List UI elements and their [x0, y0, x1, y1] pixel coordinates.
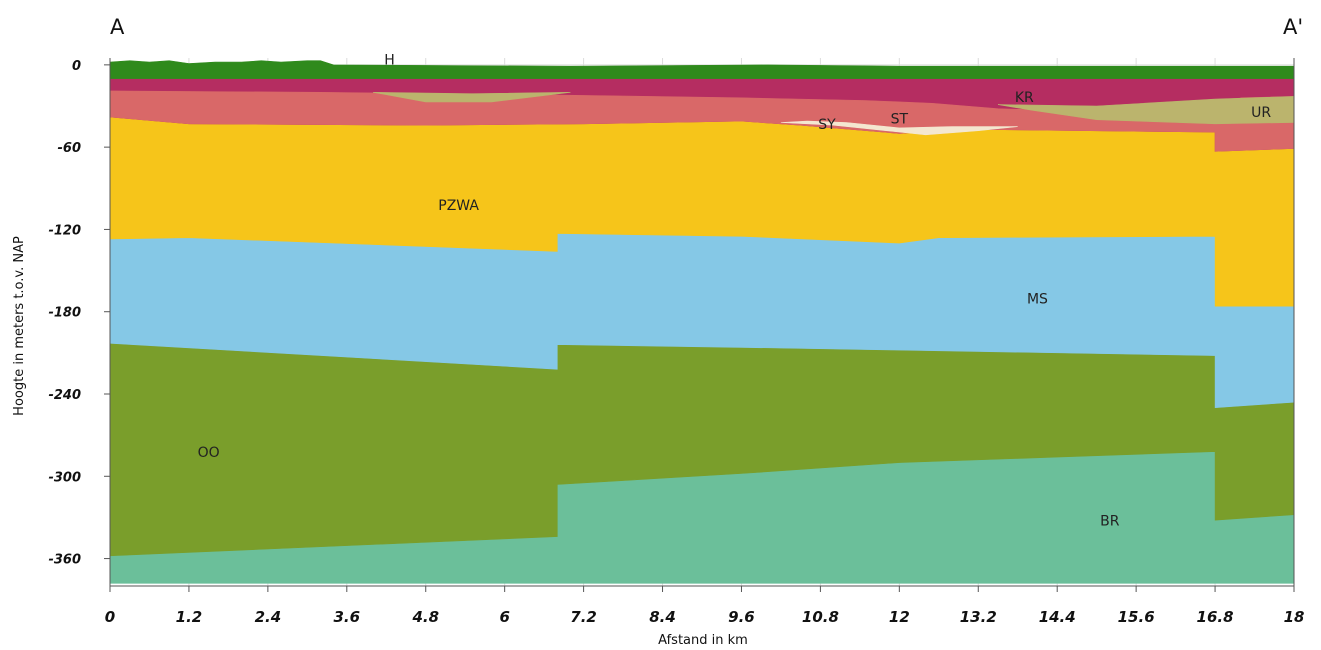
x-tick-label: 16.8	[1197, 608, 1234, 626]
x-tick-label: 15.6	[1118, 608, 1155, 626]
y-tick-label: -360	[48, 553, 81, 568]
layer-label-h: H	[384, 53, 395, 69]
y-tick-label: -180	[48, 306, 81, 321]
x-tick-label: 9.6	[728, 608, 755, 626]
y-tick-label: -240	[48, 388, 81, 403]
x-tick-label: 7.2	[570, 608, 597, 626]
y-tick-label: -120	[48, 223, 81, 238]
layer-ur-lens	[373, 92, 571, 103]
x-tick-label: 3.6	[334, 608, 361, 626]
x-tick-label: 6	[499, 608, 509, 626]
x-axis-ticks: 0 1.2 2.4 3.6 4.8 6 7.2 8.4 9.6 10.8 12 13.2 14.4 15.…	[105, 586, 1305, 626]
layer-label-br: BR	[1100, 514, 1120, 530]
x-tick-label: 1.2	[176, 608, 203, 626]
x-tick-label: 2.4	[255, 608, 282, 626]
layer-label-oo: OO	[198, 445, 220, 461]
section-start-label: A	[110, 15, 125, 39]
layer-label-kr: KR	[1015, 90, 1034, 106]
x-tick-label: 8.4	[649, 608, 676, 626]
y-tick-label: 0	[72, 59, 81, 74]
layer-sy	[780, 120, 1018, 136]
y-axis-title: Hoogte in meters t.o.v. NAP	[12, 236, 27, 416]
layer-labels: BR OO MS PZWA KR ST SY UR H	[198, 53, 1272, 530]
layer-label-ur: UR	[1251, 105, 1271, 121]
section-end-label: A'	[1283, 15, 1303, 39]
x-tick-label: 10.8	[802, 608, 839, 626]
x-tick-label: 4.8	[411, 608, 439, 626]
x-axis-title: Afstand in km	[658, 633, 748, 648]
axes	[109, 58, 1295, 587]
layer-label-sy: SY	[818, 117, 836, 133]
x-tick-label: 12	[889, 608, 910, 626]
y-axis-ticks: 0 -60 -120 -180 -240 -300 -360	[48, 59, 110, 568]
layer-label-st: ST	[891, 112, 909, 128]
layer-h	[109, 60, 1295, 79]
layer-label-ms: MS	[1027, 291, 1048, 307]
geological-layers	[109, 60, 1295, 584]
x-tick-label: 0	[105, 608, 115, 626]
x-tick-label: 18	[1284, 608, 1305, 626]
y-tick-label: -300	[48, 470, 81, 485]
x-tick-label: 14.4	[1039, 608, 1076, 626]
x-tick-label: 13.2	[960, 608, 997, 626]
layer-label-pzwa: PZWA	[438, 198, 479, 214]
y-tick-label: -60	[58, 141, 82, 156]
